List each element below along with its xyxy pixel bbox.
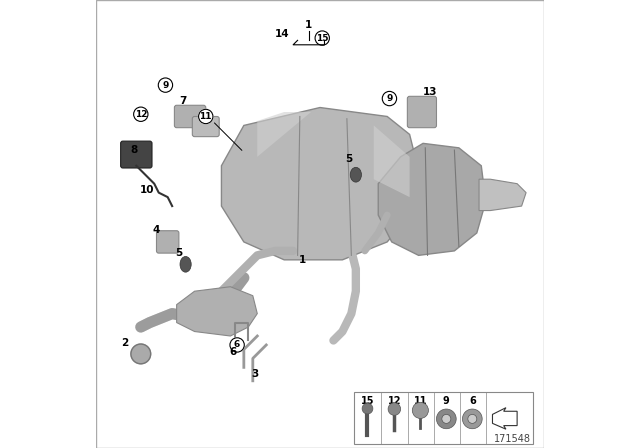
Text: 9: 9 (387, 94, 392, 103)
Text: 4: 4 (153, 225, 160, 235)
Text: 13: 13 (422, 87, 437, 97)
Text: 6: 6 (234, 340, 240, 349)
Circle shape (463, 409, 482, 429)
Text: 171548: 171548 (493, 434, 531, 444)
FancyBboxPatch shape (157, 231, 179, 253)
Text: 5: 5 (346, 154, 353, 164)
Text: 3: 3 (252, 369, 259, 379)
Circle shape (442, 414, 451, 423)
Polygon shape (378, 143, 486, 255)
Circle shape (158, 78, 173, 92)
Circle shape (436, 409, 456, 429)
Ellipse shape (180, 256, 191, 272)
Text: 15: 15 (361, 396, 374, 406)
FancyBboxPatch shape (192, 116, 220, 137)
Ellipse shape (350, 168, 362, 182)
Circle shape (468, 414, 477, 423)
Text: 12: 12 (388, 396, 401, 406)
Text: 7: 7 (180, 96, 187, 106)
Text: 11: 11 (200, 112, 212, 121)
Text: 1: 1 (298, 255, 306, 265)
Text: 2: 2 (122, 338, 129, 348)
Circle shape (315, 31, 330, 45)
Text: 1: 1 (305, 20, 312, 30)
Polygon shape (493, 408, 517, 429)
Text: 9: 9 (443, 396, 450, 406)
Circle shape (412, 402, 428, 418)
Polygon shape (177, 287, 257, 336)
Text: 8: 8 (131, 145, 138, 155)
Text: 11: 11 (413, 396, 427, 406)
Circle shape (131, 344, 150, 364)
Circle shape (382, 91, 397, 106)
Text: 10: 10 (140, 185, 155, 195)
Text: 15: 15 (316, 34, 328, 43)
FancyBboxPatch shape (353, 392, 533, 444)
FancyBboxPatch shape (407, 96, 436, 128)
Text: 5: 5 (175, 248, 182, 258)
Polygon shape (374, 125, 410, 197)
Text: 9: 9 (163, 81, 168, 90)
FancyBboxPatch shape (121, 141, 152, 168)
Text: 6: 6 (229, 347, 236, 357)
Circle shape (362, 403, 373, 414)
Text: 6: 6 (469, 396, 476, 406)
Circle shape (388, 403, 401, 415)
Text: 14: 14 (275, 29, 289, 39)
Circle shape (134, 107, 148, 121)
Polygon shape (221, 108, 419, 260)
Text: 12: 12 (134, 110, 147, 119)
FancyBboxPatch shape (174, 105, 206, 128)
Circle shape (230, 338, 244, 352)
Polygon shape (257, 112, 311, 157)
Polygon shape (479, 179, 526, 211)
Circle shape (198, 109, 213, 124)
